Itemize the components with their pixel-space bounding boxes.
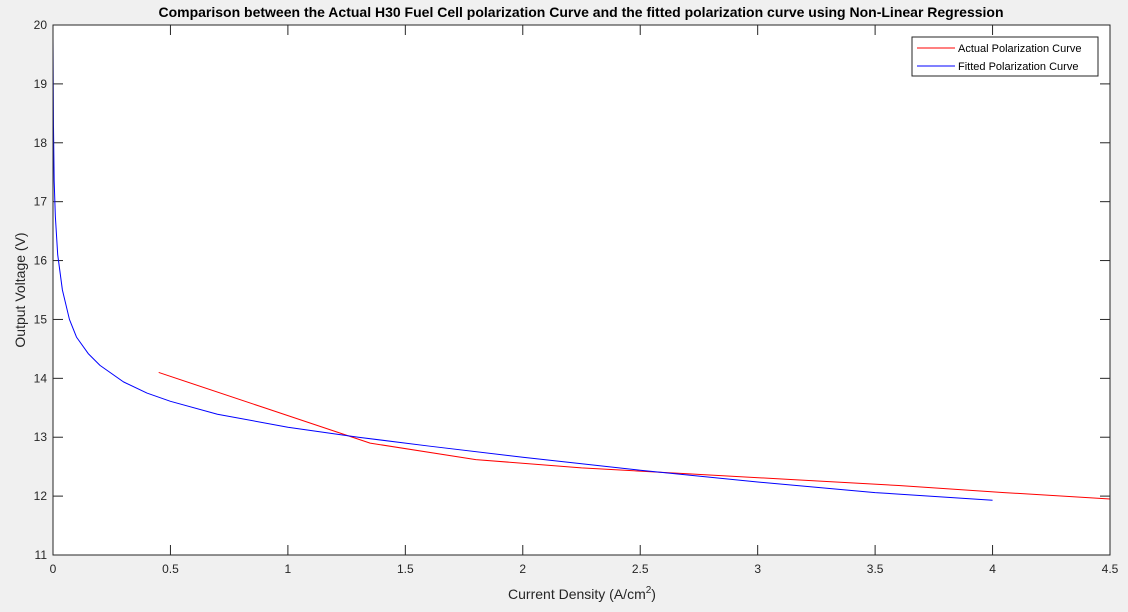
x-tick-label: 1.5 bbox=[397, 562, 414, 576]
x-tick-label: 2 bbox=[519, 562, 526, 576]
legend-label-actual: Actual Polarization Curve bbox=[958, 43, 1082, 55]
x-tick-label: 3 bbox=[754, 562, 761, 576]
y-axis-label: Output Voltage (V) bbox=[12, 232, 28, 347]
x-tick-label: 0 bbox=[50, 562, 57, 576]
y-tick-label: 18 bbox=[34, 136, 48, 150]
actual-polarization-curve-line bbox=[158, 371, 1111, 500]
x-axis-label-end: ) bbox=[651, 586, 656, 602]
fitted-polarization-curve-line bbox=[52, 36, 993, 501]
plot-area bbox=[53, 25, 1110, 555]
chart-title: Comparison between the Actual H30 Fuel C… bbox=[158, 4, 1003, 20]
x-tick-label: 0.5 bbox=[162, 562, 179, 576]
y-tick-label: 19 bbox=[34, 77, 48, 91]
x-axis-label: Current Density (A/cm2) bbox=[508, 585, 656, 602]
x-axis-label-main: Current Density (A/cm bbox=[508, 586, 646, 602]
y-tick-label: 16 bbox=[34, 254, 48, 268]
series-layer bbox=[52, 36, 1111, 501]
axes-box bbox=[52, 24, 1111, 556]
x-tick-label: 4 bbox=[989, 562, 996, 576]
legend: Actual Polarization Curve Fitted Polariz… bbox=[911, 36, 1099, 77]
y-tick-label: 13 bbox=[34, 430, 48, 444]
y-tick-label: 17 bbox=[34, 195, 48, 209]
x-axis-ticks: 0 0.5 1 1.5 2 2.5 3 3.5 4 4.5 bbox=[50, 25, 1119, 576]
y-tick-label: 20 bbox=[34, 18, 48, 32]
y-tick-label: 15 bbox=[34, 312, 48, 326]
y-tick-label: 12 bbox=[34, 489, 48, 503]
x-axis-label-superscript: 2 bbox=[646, 585, 652, 596]
y-tick-label: 14 bbox=[34, 371, 48, 385]
legend-label-fitted: Fitted Polarization Curve bbox=[958, 61, 1078, 73]
y-axis-ticks: 11 12 13 14 15 16 17 18 19 20 bbox=[34, 18, 1110, 562]
legend-box bbox=[911, 36, 1099, 77]
y-tick-label: 11 bbox=[35, 548, 48, 562]
x-tick-label: 1 bbox=[285, 562, 292, 576]
x-tick-label: 2.5 bbox=[632, 562, 649, 576]
x-tick-label: 4.5 bbox=[1102, 562, 1119, 576]
x-tick-label: 3.5 bbox=[867, 562, 884, 576]
